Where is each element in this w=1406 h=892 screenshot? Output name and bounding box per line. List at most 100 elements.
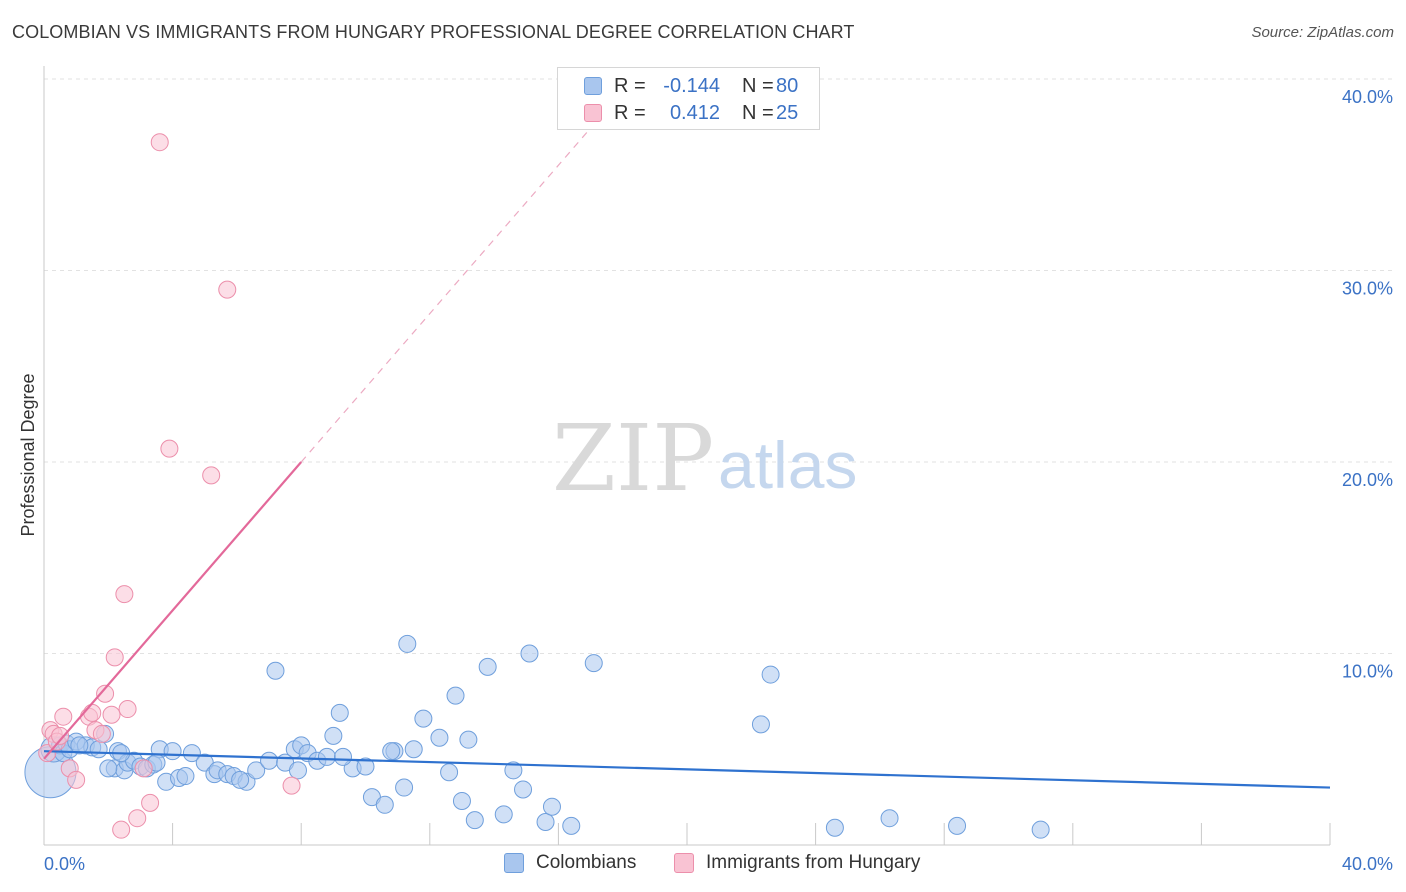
- chart-title: COLOMBIAN VS IMMIGRANTS FROM HUNGARY PRO…: [12, 22, 855, 42]
- data-point: [414, 709, 433, 728]
- data-point: [128, 809, 147, 828]
- legend-row-hungary: R = 0.412 N = 25: [584, 100, 798, 126]
- gridlines: [44, 78, 1394, 654]
- data-point: [150, 133, 169, 152]
- data-point: [382, 742, 401, 761]
- data-point: [324, 726, 343, 745]
- data-point: [260, 751, 279, 770]
- data-point: [494, 805, 513, 824]
- data-point: [404, 740, 423, 759]
- data-point: [375, 795, 394, 814]
- data-point: [459, 730, 478, 749]
- data-point: [282, 776, 301, 795]
- watermark-zip: ZIP: [552, 405, 714, 512]
- legend-swatch-colombians: [504, 853, 524, 873]
- data-point: [440, 763, 459, 782]
- data-point: [751, 715, 770, 734]
- data-point: [54, 707, 73, 726]
- data-point: [761, 665, 780, 684]
- data-point: [562, 816, 581, 835]
- data-point: [160, 439, 179, 458]
- y-tick-label: 40.0%: [1342, 87, 1393, 107]
- data-point: [218, 280, 237, 299]
- data-point: [452, 791, 471, 810]
- data-point: [247, 761, 266, 780]
- data-point: [333, 747, 352, 766]
- x-tick-label-max: 40.0%: [1342, 854, 1393, 874]
- watermark-atlas: atlas: [718, 428, 857, 502]
- data-point: [398, 634, 417, 653]
- r-label: R =: [614, 101, 646, 124]
- data-point: [89, 740, 108, 759]
- axes: [43, 66, 1331, 846]
- data-point: [112, 820, 131, 839]
- y-tick-label: 30.0%: [1342, 279, 1393, 299]
- r-value: -0.144: [663, 74, 720, 97]
- data-point: [536, 813, 555, 832]
- n-value: 25: [776, 101, 799, 124]
- correlation-legend: R = -0.144 N = 80 R = 0.412 N = 25: [557, 67, 820, 130]
- n-value: 80: [776, 74, 799, 97]
- legend-label: Colombians: [536, 852, 637, 873]
- data-point: [202, 466, 221, 485]
- y-tick-label: 20.0%: [1342, 470, 1393, 490]
- legend-row-colombians: R = -0.144 N = 80: [584, 73, 798, 99]
- data-point: [430, 728, 449, 747]
- trend-lines: [43, 109, 1331, 789]
- data-point: [182, 744, 201, 763]
- r-value: 0.412: [669, 101, 720, 124]
- y-tick-label: 10.0%: [1342, 662, 1393, 682]
- data-point: [70, 736, 89, 755]
- data-point: [446, 686, 465, 705]
- legend-swatch-hungary: [584, 104, 602, 122]
- series-colombians: [24, 634, 1050, 839]
- data-point: [825, 818, 844, 837]
- data-point: [83, 703, 102, 722]
- data-point: [317, 747, 336, 766]
- data-point: [514, 780, 533, 799]
- x-tick-labels: 0.0% 40.0%: [44, 854, 1393, 874]
- data-point: [141, 793, 160, 812]
- data-point: [584, 654, 603, 673]
- data-point: [163, 742, 182, 761]
- watermark: ZIP atlas: [552, 405, 857, 512]
- data-point: [478, 657, 497, 676]
- x-tick-label-min: 0.0%: [44, 854, 85, 874]
- data-point: [1031, 820, 1050, 839]
- legend-swatch-hungary: [674, 853, 694, 873]
- series-legend: Colombians Immigrants from Hungary: [0, 852, 1406, 878]
- data-point: [102, 705, 121, 724]
- source-credit: Source: ZipAtlas.com: [1251, 24, 1394, 41]
- data-point: [51, 726, 70, 745]
- data-point: [266, 661, 285, 680]
- data-point: [356, 757, 375, 776]
- data-point: [288, 761, 307, 780]
- data-point: [395, 778, 414, 797]
- data-point: [948, 816, 967, 835]
- r-label: R =: [614, 74, 646, 97]
- data-point: [330, 703, 349, 722]
- legend-item-colombians[interactable]: Colombians: [504, 852, 636, 874]
- data-point: [118, 700, 137, 719]
- data-point: [520, 644, 539, 663]
- data-point: [176, 767, 195, 786]
- data-point: [880, 809, 899, 828]
- data-point: [231, 770, 250, 789]
- y-axis-label: Professional Degree: [18, 373, 38, 536]
- data-point: [504, 761, 523, 780]
- data-point: [67, 770, 86, 789]
- data-point: [92, 724, 111, 743]
- trend-line-colombians: [43, 750, 1331, 789]
- data-point: [134, 759, 153, 778]
- data-point: [99, 759, 118, 778]
- legend-item-hungary[interactable]: Immigrants from Hungary: [674, 852, 920, 874]
- trend-line-hungary: [43, 461, 303, 760]
- data-point: [115, 585, 134, 604]
- data-point: [96, 684, 115, 703]
- legend-swatch-colombians: [584, 77, 602, 95]
- series-hungary: [38, 133, 301, 839]
- data-point: [465, 811, 484, 830]
- data-point: [105, 648, 124, 667]
- data-point: [542, 797, 561, 816]
